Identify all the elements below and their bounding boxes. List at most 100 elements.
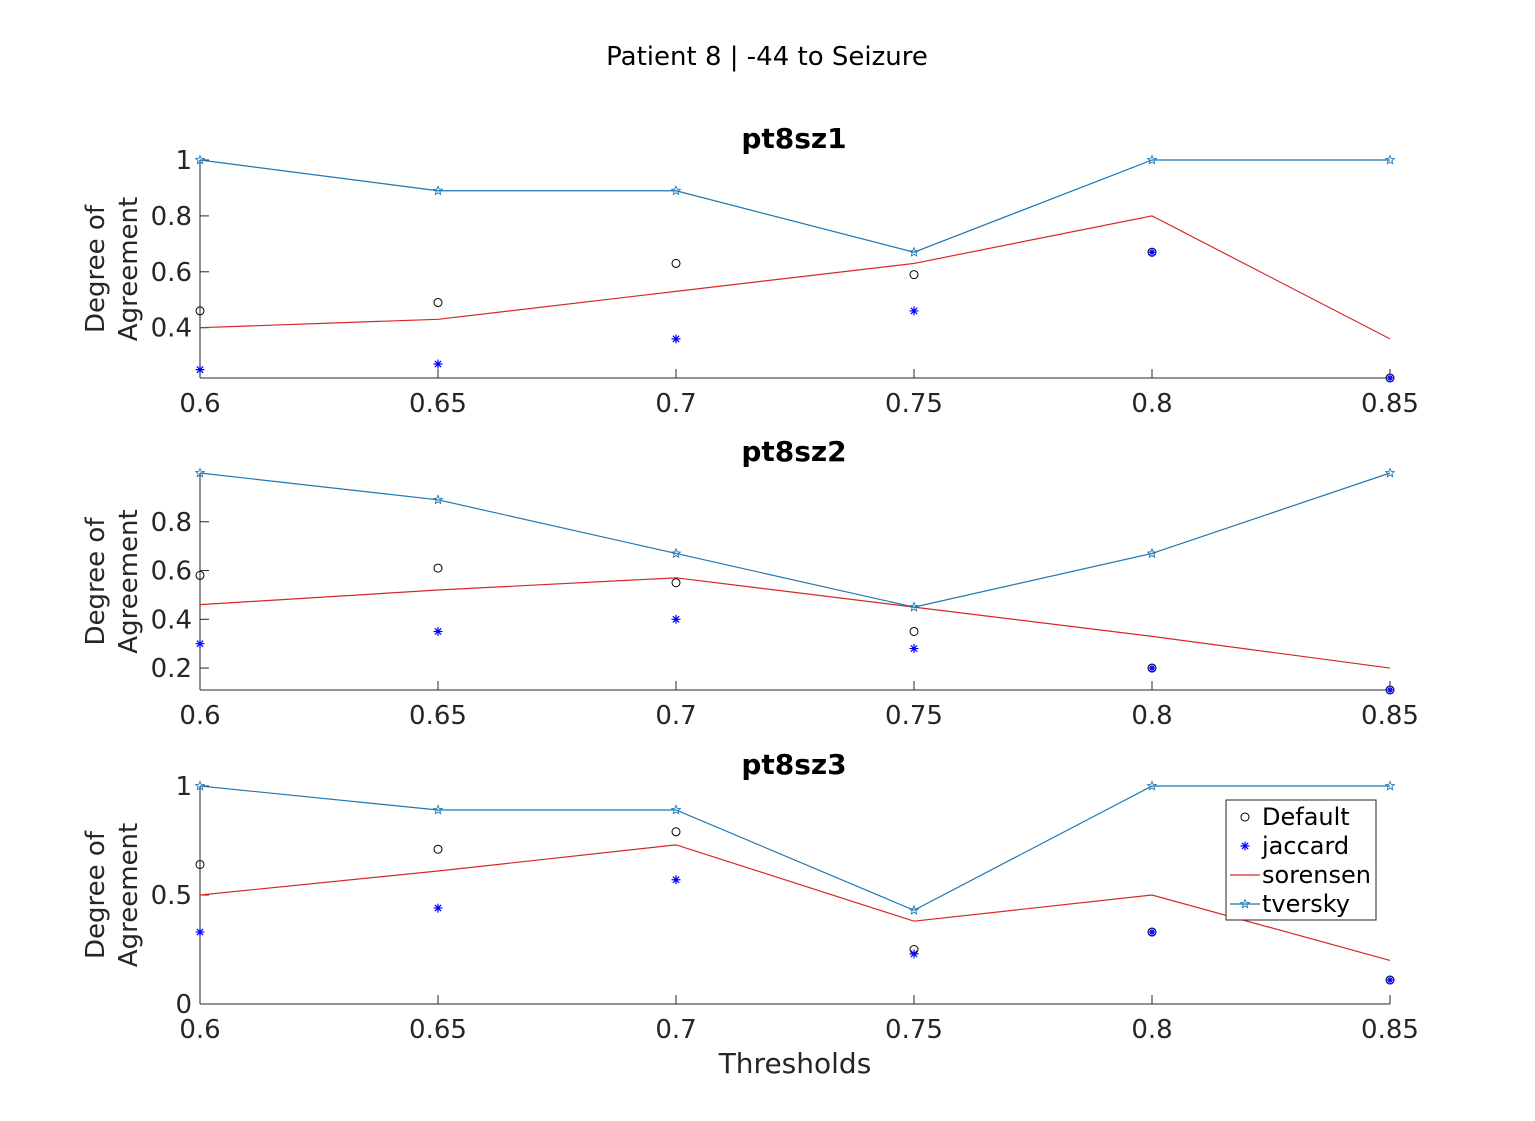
panel-pt8sz2-series-jaccard-point	[671, 614, 681, 624]
legend-entry-sorensen: sorensen	[1230, 861, 1371, 889]
panel-pt8sz2-series-jaccard-point	[433, 626, 443, 636]
legend-entry-tversky: tversky	[1230, 890, 1350, 918]
panel-pt8sz2-series-jaccard-point	[1147, 663, 1157, 673]
panel-pt8sz1-series-tversky-point	[908, 246, 920, 257]
panel-pt8sz1-xtick-label: 0.85	[1361, 389, 1419, 419]
panel-pt8sz2-series-jaccard-point	[195, 639, 205, 649]
legend-label: jaccard	[1261, 832, 1349, 860]
panel-pt8sz3-xtick-label: 0.6	[179, 1015, 220, 1045]
panel-pt8sz3-xtick-label: 0.85	[1361, 1015, 1419, 1045]
panel-pt8sz1-title: pt8sz1	[741, 122, 846, 155]
panel-pt8sz3-series-tversky	[194, 780, 1396, 915]
panel-pt8sz2-series-tversky-point	[432, 494, 444, 505]
legend-label: tversky	[1262, 890, 1350, 918]
legend-entry-jaccard: jaccard	[1240, 832, 1349, 860]
panel-pt8sz2-xtick-label: 0.6	[179, 701, 220, 731]
legend-entry-default: Default	[1240, 803, 1350, 831]
panel-pt8sz1-ylabel-line1: Degree of	[81, 204, 111, 333]
panel-pt8sz3-series-sorensen	[199, 844, 1391, 961]
panel-pt8sz1-ytick-label: 0.6	[151, 258, 192, 288]
panel-pt8sz1-ytick-label: 0.8	[151, 202, 192, 232]
panel-pt8sz1-series-tversky-point	[670, 185, 682, 196]
legend-marker-circle	[1240, 812, 1250, 822]
panel-pt8sz1-series-jaccard	[195, 247, 1395, 383]
panel-pt8sz1-xtick-label: 0.8	[1131, 389, 1172, 419]
panel-pt8sz3-series-tversky-point	[908, 904, 920, 915]
panel-pt8sz2-series-default-point	[909, 626, 919, 636]
panel-pt8sz2-series-jaccard	[195, 614, 1395, 695]
panel-pt8sz2-series-tversky-point	[670, 547, 682, 559]
panel-pt8sz3-series-tversky-point	[1384, 780, 1396, 791]
panel-pt8sz3-series-jaccard-point	[671, 875, 681, 885]
panel-pt8sz2-series-jaccard-point	[909, 644, 919, 654]
panel-pt8sz1-series-jaccard-point	[1385, 373, 1395, 383]
panel-pt8sz3-ytick-label: 0.5	[151, 881, 192, 911]
panel-pt8sz1-series-tversky-point	[1384, 154, 1396, 165]
panel-pt8sz1-xtick-label: 0.75	[885, 389, 943, 419]
panel-pt8sz2-xtick-label: 0.75	[885, 701, 943, 731]
panel-pt8sz1-series-tversky-point	[1146, 154, 1158, 165]
panel-pt8sz1-series-tversky	[194, 154, 1396, 257]
panel-pt8sz2-ytick-label: 0.6	[151, 557, 192, 587]
panel-pt8sz2-series-tversky	[194, 467, 1396, 612]
panel-pt8sz2-series-default-point	[671, 578, 681, 588]
panel-pt8sz3-xtick-label: 0.75	[885, 1015, 943, 1045]
panel-pt8sz1-series-jaccard-point	[195, 365, 205, 375]
figure-suptitle: Patient 8 | -44 to Seizure	[606, 42, 928, 72]
panel-pt8sz3-series-jaccard	[195, 875, 1395, 985]
panel-pt8sz3-ylabel-line1: Degree of	[81, 830, 111, 959]
panel-pt8sz1-xtick-label: 0.65	[409, 389, 467, 419]
panel-pt8sz2-series-tversky-point	[1384, 467, 1396, 478]
panel-pt8sz3-xtick-label: 0.7	[655, 1015, 696, 1045]
panel-pt8sz2-series-sorensen-line	[199, 577, 1391, 669]
panel-pt8sz2-ylabel-line1: Degree of	[81, 517, 111, 646]
panel-pt8sz1-series-default-point	[909, 270, 919, 280]
legend-label: Default	[1262, 803, 1350, 831]
panel-pt8sz1-xtick-label: 0.6	[179, 389, 220, 419]
panel-pt8sz2-series-tversky-point	[194, 467, 206, 478]
panel-pt8sz2-series-sorensen	[199, 577, 1391, 669]
panel-pt8sz1-series-jaccard-point	[1147, 247, 1157, 257]
panel-pt8sz3-series-default-point	[195, 859, 205, 869]
panel-pt8sz1-series-tversky-point	[432, 185, 444, 196]
legend-box	[1225, 799, 1377, 921]
panel-pt8sz1-ytick-label: 0.4	[151, 314, 192, 344]
panel-pt8sz2-title: pt8sz2	[741, 435, 846, 468]
panel-pt8sz3: pt8sz3 Degree of Agreement 0.6 0.65 0.7 0.75 0.…	[81, 748, 1419, 1045]
panel-pt8sz2-xtick-label: 0.65	[409, 701, 467, 731]
panel-pt8sz3-series-tversky-point	[1146, 780, 1158, 791]
panel-pt8sz2-ytick-label: 0.8	[151, 508, 192, 538]
panel-pt8sz2-series-default-point	[433, 563, 443, 573]
legend-marker-asterisk	[1240, 841, 1250, 851]
panel-pt8sz2-series-jaccard-point	[1385, 685, 1395, 695]
panel-pt8sz2-ytick-label: 0.2	[151, 654, 192, 684]
panel-pt8sz3-xtick-label: 0.65	[409, 1015, 467, 1045]
panel-pt8sz2-series-default-point	[195, 570, 205, 580]
panel-pt8sz3-series-tversky-point	[670, 804, 682, 815]
panel-pt8sz2-xtick-label: 0.7	[655, 701, 696, 731]
panel-pt8sz1-xtick-label: 0.7	[655, 389, 696, 419]
panel-pt8sz3-title: pt8sz3	[741, 748, 846, 781]
panel-pt8sz3-series-jaccard-point	[909, 949, 919, 959]
panel-pt8sz2-series-tversky-line	[199, 472, 1391, 608]
panel-pt8sz2-xtick-label: 0.85	[1361, 701, 1419, 731]
panel-pt8sz2-xtick-label: 0.8	[1131, 701, 1172, 731]
panel-pt8sz1-ylabel-line2: Agreement	[114, 197, 144, 341]
panel-pt8sz1-series-sorensen	[199, 215, 1391, 340]
panel-pt8sz3-series-jaccard-point	[1147, 927, 1157, 937]
panel-pt8sz1-series-jaccard-point	[909, 306, 919, 316]
panel-pt8sz1-series-jaccard-point	[671, 334, 681, 344]
panel-pt8sz3-ylabel-line2: Agreement	[114, 823, 144, 967]
panel-pt8sz3-ytick-label: 1	[175, 772, 192, 802]
legend-label: sorensen	[1262, 861, 1371, 889]
panel-pt8sz1-series-default-point	[671, 258, 681, 268]
panel-pt8sz3-series-jaccard-point	[195, 927, 205, 937]
panel-pt8sz2-ylabel-line2: Agreement	[114, 509, 144, 653]
panel-pt8sz3-series-sorensen-line	[199, 844, 1391, 961]
panel-pt8sz3-series-tversky-point	[194, 780, 206, 791]
panel-pt8sz2-ytick-label: 0.4	[151, 605, 192, 635]
